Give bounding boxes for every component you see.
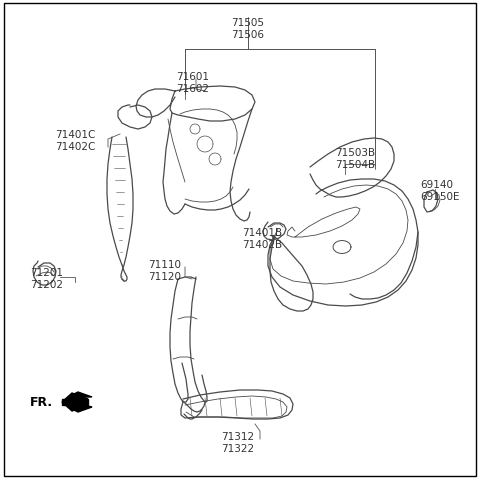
Text: 71401C
71402C: 71401C 71402C <box>55 130 96 151</box>
Text: 71601
71602: 71601 71602 <box>176 72 209 94</box>
Polygon shape <box>68 401 92 407</box>
Text: 71401B
71402B: 71401B 71402B <box>242 228 282 249</box>
Text: FR.: FR. <box>30 396 53 408</box>
Text: 69140
69150E: 69140 69150E <box>420 180 459 201</box>
Polygon shape <box>68 407 92 412</box>
Text: 71110
71120: 71110 71120 <box>148 260 181 281</box>
Text: 71201
71202: 71201 71202 <box>30 267 63 289</box>
Polygon shape <box>68 392 92 397</box>
Text: 71505
71506: 71505 71506 <box>231 18 264 39</box>
Text: 71312
71322: 71312 71322 <box>221 431 254 453</box>
Polygon shape <box>62 393 88 402</box>
Polygon shape <box>62 399 88 405</box>
Polygon shape <box>62 402 88 411</box>
Text: 71503B
71504B: 71503B 71504B <box>335 148 375 169</box>
